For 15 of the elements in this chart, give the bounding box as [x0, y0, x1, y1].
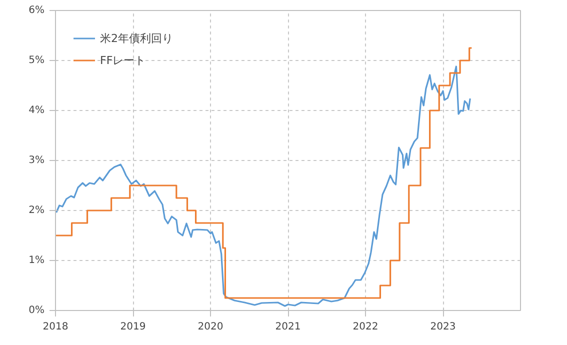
x-tick-label: 2022 [352, 322, 378, 332]
y-tick-label: 6% [28, 5, 45, 16]
y-tick-label: 2% [28, 205, 45, 216]
x-tick-label: 2019 [120, 322, 146, 332]
y-tick-label: 0% [28, 305, 45, 316]
x-tick-label: 2020 [198, 322, 224, 332]
x-tick-label: 2023 [430, 322, 456, 332]
y-tick-label: 3% [28, 155, 45, 166]
y-tick-label: 4% [28, 105, 45, 116]
legend-label: FFレート [100, 52, 146, 68]
x-tick-label: 2018 [42, 322, 68, 332]
y-tick-label: 1% [28, 255, 45, 266]
legend-label: 米2年債利回り [100, 30, 173, 46]
y-tick-label: 5% [28, 55, 45, 66]
x-tick-label: 2021 [275, 322, 301, 332]
